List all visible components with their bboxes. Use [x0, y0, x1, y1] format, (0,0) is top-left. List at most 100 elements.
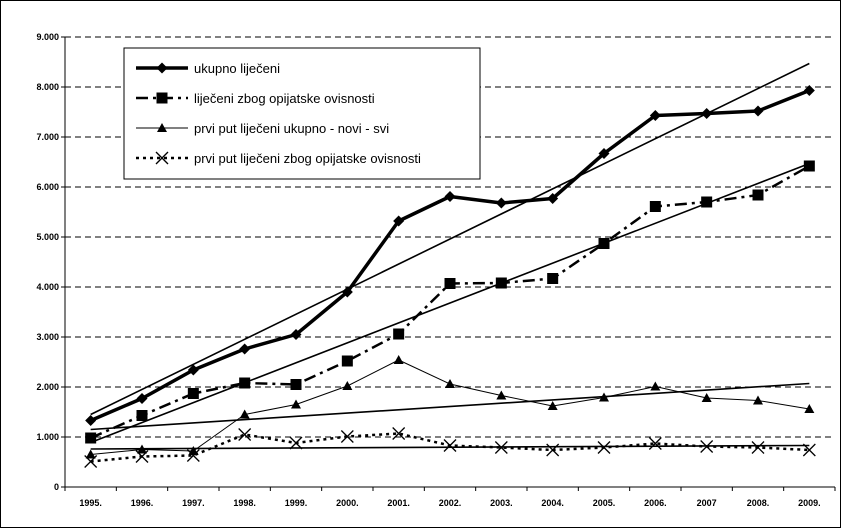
x-tick-label: 2006. [644, 498, 667, 508]
x-tick-label: 1998. [233, 498, 256, 508]
data-point [547, 193, 559, 204]
x-tick-label: 1995. [79, 498, 102, 508]
legend-label: prvi put liječeni ukupno - novi - svi [194, 121, 389, 136]
legend: ukupno liječeni liječeni zbog opijatske o… [123, 47, 481, 180]
data-point [135, 450, 149, 463]
data-point [136, 393, 148, 404]
data-point [753, 395, 763, 405]
y-tick-label: 8.000 [36, 82, 59, 92]
data-point [546, 443, 560, 457]
legend-entry: prvi put liječeni zbog opijatske ovisnos… [136, 151, 421, 166]
data-point [701, 196, 713, 208]
data-point [239, 377, 251, 389]
x-tick-label: 2002. [439, 498, 462, 508]
data-point [340, 430, 354, 443]
data-point [598, 148, 610, 159]
legend-entry: prvi put liječeni ukupno - novi - svi [136, 121, 389, 136]
data-point [392, 427, 406, 440]
y-tick-label: 5.000 [36, 232, 59, 242]
data-point [804, 404, 815, 413]
data-point [444, 278, 456, 289]
data-point [649, 110, 661, 121]
legend-label: liječeni zbog opijatske ovisnosti [194, 91, 375, 106]
data-point [599, 392, 609, 402]
data-point [701, 393, 712, 402]
data-point [289, 436, 303, 450]
data-point [342, 381, 353, 390]
y-tick-label: 6.000 [36, 182, 59, 192]
data-point [290, 379, 302, 390]
x-tick-label: 1999. [285, 498, 308, 508]
y-tick-label: 3.000 [36, 332, 59, 342]
data-point [650, 381, 661, 391]
data-point [598, 238, 610, 249]
data-point [803, 85, 815, 96]
trendlines [90, 62, 810, 450]
data-point [290, 329, 302, 340]
y-tick-label: 4.000 [36, 282, 59, 292]
x-tick-label: 2000. [336, 498, 359, 508]
data-point [648, 437, 662, 450]
trendline [90, 162, 810, 444]
data-point [494, 441, 508, 454]
data-point [85, 432, 97, 444]
legend-marker [157, 123, 167, 132]
data-point [700, 440, 714, 453]
x-tick-label: 2003. [490, 498, 513, 508]
data-point [238, 428, 252, 441]
y-tick-label: 7.000 [36, 132, 59, 142]
y-tick-label: 9.000 [36, 32, 59, 42]
series-1 [85, 85, 815, 426]
data-point [393, 355, 404, 364]
legend-box [123, 47, 481, 180]
data-point [341, 286, 353, 298]
x-axis-ticks: 1995. 1996. 1997. 1998. 1999. 2000. 2001. 2002.… [64, 487, 836, 508]
data-point [496, 390, 507, 400]
data-point [701, 108, 713, 119]
data-point [187, 388, 199, 399]
y-axis-ticks: 0 1.000 2.000 3.000 4.000 5.000 6.000 7.000 8.00… [36, 32, 65, 492]
x-tick-label: 2004. [541, 498, 564, 508]
data-point [649, 201, 661, 212]
data-point [803, 160, 815, 172]
data-point [393, 215, 405, 227]
legend-label: prvi put liječeni zbog opijatske ovisnos… [194, 151, 421, 166]
data-point [547, 401, 558, 410]
x-tick-label: 2001. [387, 498, 410, 508]
data-point [85, 449, 96, 459]
data-point [445, 379, 455, 388]
legend-marker [156, 62, 168, 74]
data-point [84, 455, 98, 468]
data-point [137, 444, 147, 454]
series-group [84, 85, 816, 468]
trendline [90, 62, 810, 416]
data-point [597, 441, 611, 454]
data-point [752, 189, 764, 201]
y-tick-label: 1.000 [36, 432, 59, 442]
data-point [187, 364, 199, 376]
x-tick-label: 2008. [747, 498, 770, 508]
data-point [751, 441, 765, 454]
legend-entry: liječeni zbog opijatske ovisnosti [136, 91, 375, 106]
data-point [239, 343, 251, 355]
trendline [90, 382, 810, 431]
legend-entry: ukupno liječeni [136, 61, 280, 76]
series-3 [85, 355, 815, 459]
legend-marker [155, 151, 169, 165]
x-tick-label: 2005. [593, 498, 616, 508]
data-point [136, 410, 148, 421]
data-point [393, 328, 405, 340]
y-tick-label: 2.000 [36, 382, 59, 392]
series-4 [84, 427, 816, 468]
data-point [495, 197, 507, 209]
legend-label: ukupno liječeni [194, 61, 280, 76]
data-point [85, 415, 97, 426]
axes [64, 37, 835, 488]
data-point [443, 439, 457, 452]
data-point [444, 191, 456, 202]
y-tick-label: 0 [54, 482, 59, 492]
series-2 [85, 160, 815, 444]
data-point [752, 105, 764, 117]
data-point [547, 273, 559, 284]
